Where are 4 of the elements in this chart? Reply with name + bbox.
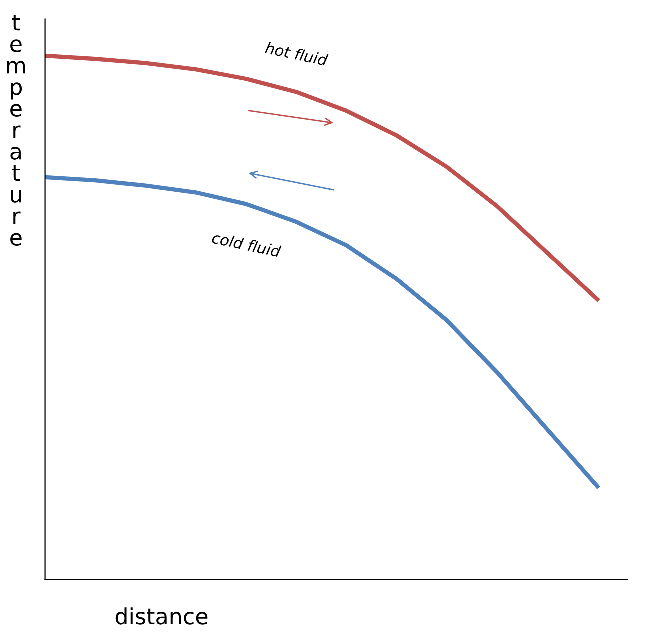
text: cold fluid <box>212 232 282 258</box>
text: hot fluid <box>265 42 329 66</box>
x-axis-title: distance <box>116 608 208 625</box>
text: temperature <box>7 15 26 246</box>
